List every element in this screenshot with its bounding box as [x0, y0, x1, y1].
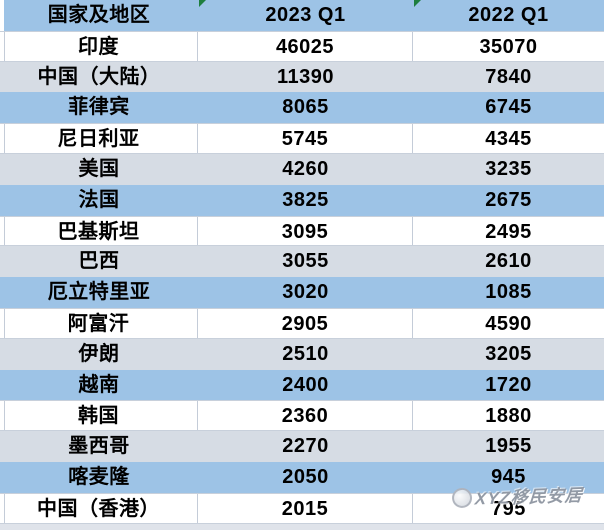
table-header-row: 国家及地区 2023 Q1 2022 Q1	[0, 0, 604, 31]
table-row: 尼日利亚 5745 4345	[0, 123, 604, 154]
value-2022-q1-cell: 7840	[485, 65, 532, 88]
country-cell: 韩国	[0, 401, 198, 431]
country-cell: 越南	[78, 373, 120, 396]
table-row: 中国（大陆） 11390 7840	[0, 61, 604, 93]
value-2023-q1-cell: 2510	[282, 342, 329, 365]
excel-error-indicator-icon	[414, 0, 421, 7]
table-row: 巴基斯坦 3095 2495	[0, 215, 604, 247]
table-row: 菲律宾 8065 6745	[0, 92, 604, 124]
value-2023-q1-cell: 2050	[282, 465, 329, 488]
value-2023-q1-cell: 2905	[198, 308, 413, 338]
value-2023-q1-cell: 46025	[198, 31, 413, 61]
value-2023-q1-cell: 2400	[282, 373, 329, 396]
value-2023-q1-cell: 5745	[198, 124, 413, 153]
value-2022-q1-cell: 1085	[485, 281, 532, 304]
value-2022-q1-cell: 1955	[485, 435, 532, 458]
value-2022-q1-cell: 2610	[485, 250, 532, 273]
value-2022-q1-cell: 795	[491, 497, 526, 520]
value-2023-q1-cell: 3825	[282, 188, 329, 211]
value-2022-q1-cell: 4590	[485, 312, 532, 335]
country-cell: 巴基斯坦	[0, 216, 198, 246]
value-2022-q1-cell: 35070	[479, 35, 538, 58]
table-row: 伊朗 2510 3205	[0, 338, 604, 370]
value-2023-q1-cell: 3055	[282, 250, 329, 273]
value-2022-q1-cell: 2675	[485, 188, 532, 211]
value-2023-q1-cell: 4260	[282, 157, 329, 180]
value-2023-q1-cell: 2015	[198, 493, 413, 523]
table-row: 韩国 2360 1880	[0, 400, 604, 432]
value-2022-q1-cell: 2495	[485, 220, 532, 243]
country-cell: 喀麦隆	[68, 465, 130, 488]
excel-error-indicator-icon	[199, 0, 206, 7]
value-2023-q1-cell: 3020	[282, 281, 329, 304]
country-cell: 菲律宾	[68, 96, 130, 119]
country-cell: 法国	[78, 188, 120, 211]
country-cell: 巴西	[78, 250, 120, 273]
country-cell: 厄立特里亚	[47, 281, 151, 304]
header-2023-q1: 2023 Q1	[265, 4, 346, 26]
table-row: 巴西 3055 2610	[0, 246, 604, 278]
value-2022-q1-cell: 1720	[485, 373, 532, 396]
table-row: 印度 46025 35070	[0, 30, 604, 62]
country-cell: 墨西哥	[68, 435, 130, 458]
header-2022-q1: 2022 Q1	[468, 4, 549, 26]
value-2023-q1-cell: 2360	[198, 401, 413, 431]
value-2023-q1-cell: 3095	[198, 216, 413, 246]
country-cell: 伊朗	[78, 342, 120, 365]
table-row: 阿富汗 2905 4590	[0, 307, 604, 339]
value-2022-q1-cell: 6745	[485, 96, 532, 119]
country-cell: 中国（大陆）	[37, 65, 161, 88]
value-2022-q1-cell: 1880	[485, 405, 532, 428]
country-cell: 尼日利亚	[0, 124, 198, 153]
country-cell: 中国（香港）	[0, 493, 198, 523]
value-2023-q1-cell: 2270	[282, 435, 329, 458]
table-row: 越南 2400 1720	[0, 369, 604, 401]
value-2023-q1-cell: 11390	[276, 65, 334, 88]
value-2022-q1-cell: 945	[491, 465, 526, 488]
table-row: 中国（香港） 2015 795	[0, 492, 604, 524]
value-2023-q1-cell: 8065	[282, 96, 329, 119]
value-2022-q1-cell: 3235	[485, 157, 532, 180]
country-cell: 美国	[78, 157, 120, 180]
country-cell: 印度	[0, 31, 198, 61]
table-row: 厄立特里亚 3020 1085	[0, 277, 604, 308]
table-row: 墨西哥 2270 1955	[0, 431, 604, 462]
country-cell: 阿富汗	[0, 308, 198, 338]
header-country: 国家及地区	[47, 4, 151, 26]
table-row: 法国 3825 2675	[0, 184, 604, 216]
value-2022-q1-cell: 3205	[485, 342, 532, 365]
table-row: 喀麦隆 2050 945	[0, 461, 604, 493]
table-row: 美国 4260 3235	[0, 153, 604, 185]
value-2022-q1-cell: 4345	[485, 128, 532, 151]
next-row-sliver	[0, 523, 604, 530]
